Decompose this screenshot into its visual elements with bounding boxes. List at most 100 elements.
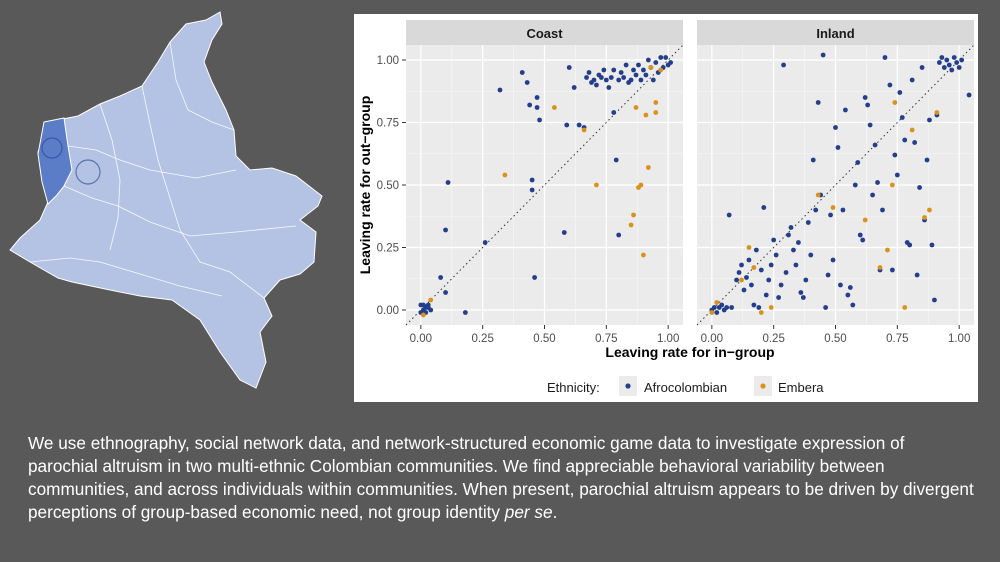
point-inland-afrocolombian [753, 247, 759, 253]
point-inland-embera [768, 305, 774, 310]
point-inland-afrocolombian [815, 100, 821, 105]
point-inland-afrocolombian [966, 92, 972, 98]
point-inland-embera [885, 247, 890, 253]
point-coast-afrocolombian [564, 122, 570, 128]
point-inland-afrocolombian [894, 172, 900, 178]
point-inland-afrocolombian [959, 57, 965, 63]
point-inland-afrocolombian [751, 302, 757, 308]
x-axis-ticks-inland: 0.00 0.25 0.50 0.75 1.00 [701, 325, 970, 345]
strip-label-inland: Inland [816, 26, 854, 41]
point-coast-afrocolombian [462, 310, 468, 315]
point-coast-embera [631, 212, 636, 218]
point-inland-afrocolombian [909, 77, 915, 83]
point-coast-embera [551, 105, 557, 110]
point-inland-afrocolombian [823, 305, 829, 310]
point-inland-afrocolombian [813, 207, 819, 213]
point-inland-afrocolombian [746, 257, 752, 263]
point-coast-afrocolombian [443, 290, 448, 295]
x-tick-label-coast: 0.00 [410, 333, 432, 345]
colombia-map-outline [9, 11, 323, 389]
point-inland-embera [751, 265, 757, 270]
x-tick-label-coast: 1.00 [657, 333, 679, 345]
point-inland-afrocolombian [912, 140, 918, 145]
x-tick-label-inland: 0.00 [701, 333, 723, 345]
caption-emphasis: per se [504, 502, 553, 522]
point-inland-afrocolombian [739, 262, 744, 268]
point-inland-afrocolombian [749, 282, 754, 288]
department-borders [29, 41, 297, 299]
y-axis-ticks: 0.00 0.25 0.50 0.75 1.00 [377, 55, 406, 317]
point-inland-embera [714, 300, 720, 305]
community-location-markers [41, 137, 101, 185]
point-coast-afrocolombian [497, 87, 503, 93]
point-inland-afrocolombian [771, 237, 777, 243]
strip-coast [406, 20, 683, 45]
point-inland-afrocolombian [880, 207, 885, 213]
point-inland-afrocolombian [726, 212, 732, 218]
point-coast-embera [653, 110, 659, 115]
point-coast-afrocolombian [576, 122, 582, 128]
point-coast-embera [420, 312, 426, 318]
caption-end: . [552, 502, 558, 522]
point-inland-afrocolombian [902, 137, 908, 143]
point-inland-afrocolombian [768, 262, 774, 268]
point-coast-afrocolombian [420, 302, 426, 308]
y-tick-label: 1.00 [377, 55, 399, 67]
point-inland-embera [934, 110, 940, 115]
point-inland-embera [909, 127, 915, 133]
point-inland-embera [739, 277, 744, 283]
point-inland-afrocolombian [786, 232, 791, 238]
point-inland-afrocolombian [887, 82, 893, 88]
point-coast-afrocolombian [534, 105, 540, 110]
legend-marker-afrocolombian [625, 383, 631, 389]
point-inland-afrocolombian [828, 212, 833, 218]
point-inland-afrocolombian [793, 262, 799, 268]
point-coast-afrocolombian [643, 72, 649, 78]
caption-text: We use ethnography, social network data,… [28, 432, 978, 524]
point-inland-afrocolombian [796, 240, 801, 245]
point-coast-afrocolombian [638, 77, 644, 83]
point-coast-afrocolombian [584, 75, 589, 80]
point-inland-afrocolombian [951, 55, 957, 60]
point-coast-afrocolombian [529, 177, 535, 183]
point-inland-afrocolombian [914, 272, 920, 278]
point-inland-embera [927, 207, 932, 213]
point-inland-afrocolombian [756, 305, 762, 310]
point-inland-afrocolombian [798, 290, 804, 295]
point-inland-afrocolombian [857, 232, 863, 238]
point-inland-afrocolombian [867, 122, 873, 128]
point-coast-afrocolombian [606, 85, 612, 90]
point-inland-afrocolombian [870, 192, 875, 198]
point-inland-afrocolombian [889, 267, 895, 273]
point-inland-afrocolombian [810, 157, 816, 163]
point-coast-afrocolombian [537, 117, 542, 123]
legend-marker-embera [760, 383, 766, 389]
point-coast-afrocolombian [529, 187, 535, 193]
point-coast-afrocolombian [534, 95, 540, 100]
point-inland-afrocolombian [860, 237, 866, 243]
point-inland-embera [709, 310, 715, 315]
point-inland-afrocolombian [830, 257, 836, 263]
x-tick-label-inland: 0.50 [824, 333, 846, 345]
point-coast-embera [653, 100, 659, 105]
point-coast-afrocolombian [601, 67, 607, 73]
point-inland-embera [889, 182, 895, 188]
point-coast-embera [638, 182, 644, 188]
point-inland-afrocolombian [932, 297, 937, 303]
point-inland-afrocolombian [778, 282, 784, 288]
facet-inland: Inland [696, 20, 975, 326]
point-coast-afrocolombian [611, 67, 617, 73]
point-inland-afrocolombian [729, 305, 735, 310]
point-inland-afrocolombian [838, 282, 843, 288]
y-tick-label: 0.75 [377, 118, 399, 130]
point-inland-afrocolombian [805, 220, 811, 225]
point-inland-afrocolombian [820, 52, 826, 58]
point-inland-afrocolombian [949, 67, 955, 73]
point-inland-afrocolombian [758, 267, 764, 273]
strip-inland [697, 20, 974, 45]
point-inland-afrocolombian [736, 270, 742, 275]
point-inland-embera [922, 215, 927, 220]
point-coast-afrocolombian [628, 77, 634, 83]
point-inland-embera [815, 192, 821, 198]
point-coast-afrocolombian [613, 157, 619, 163]
